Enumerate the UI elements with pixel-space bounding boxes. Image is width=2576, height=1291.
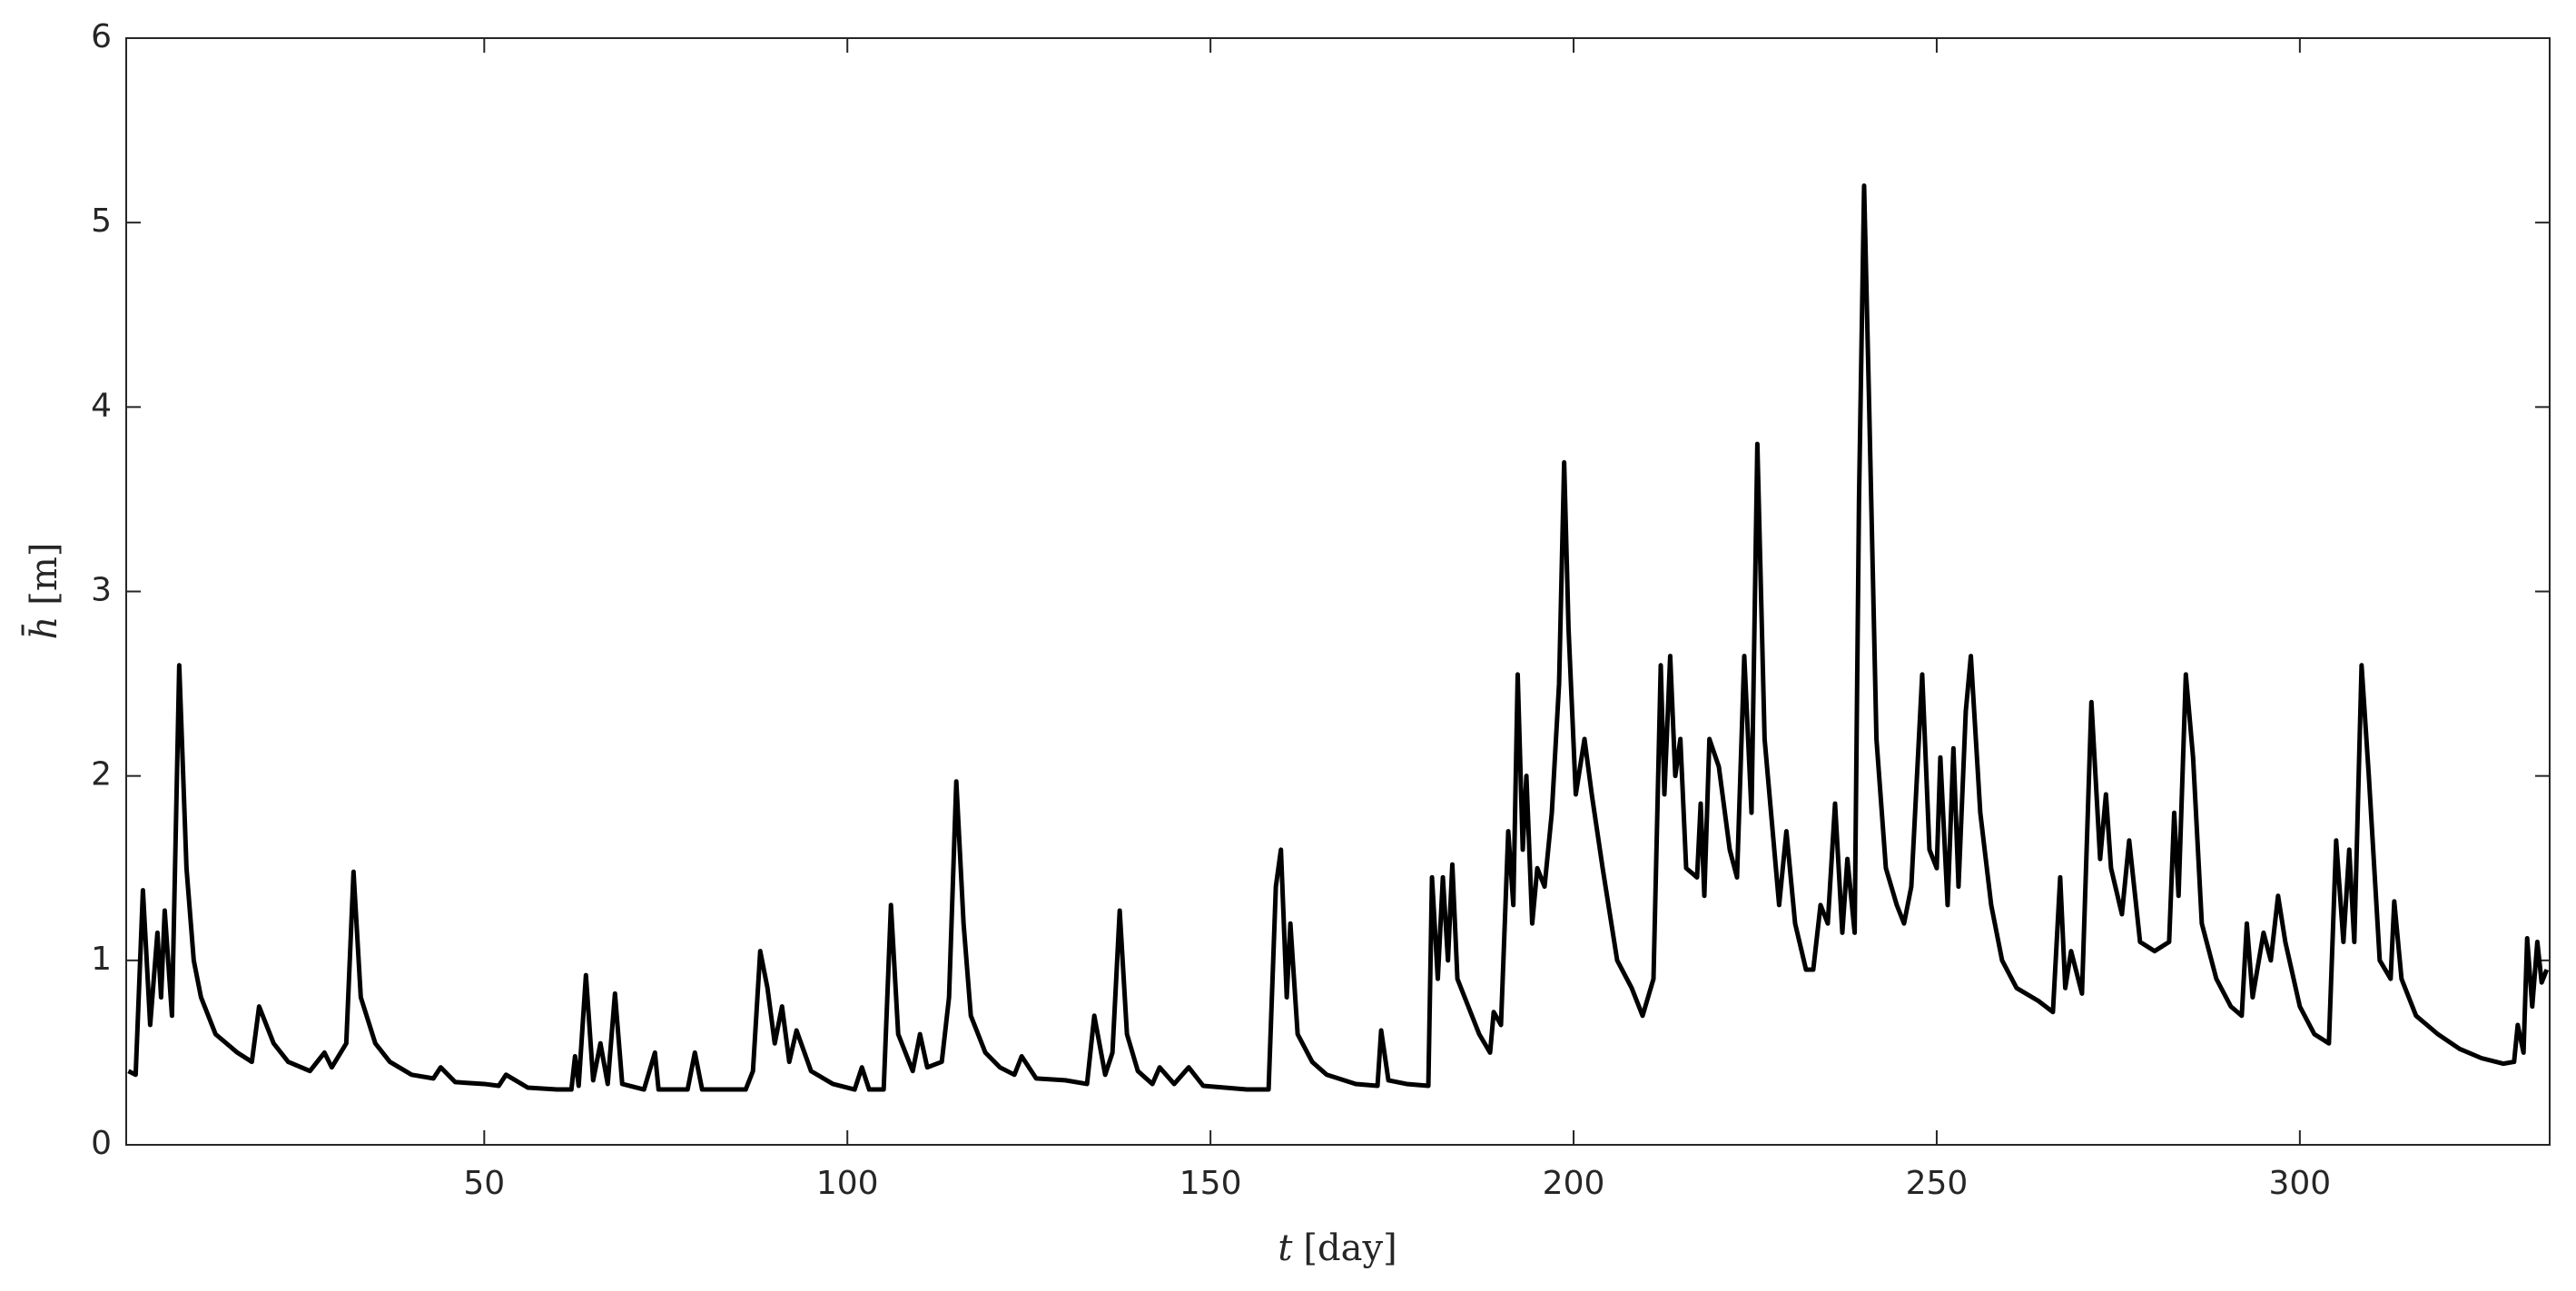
y-tick-label: 3: [91, 572, 112, 609]
y-tick-label: 0: [91, 1125, 112, 1162]
y-tick-label: 1: [91, 941, 112, 978]
x-tick-label: 250: [1906, 1165, 1969, 1202]
axes-box: [125, 37, 2551, 1146]
x-tick-label: 300: [2269, 1165, 2332, 1202]
x-tick-label: 200: [1543, 1165, 1605, 1202]
x-label-symbol: t: [1278, 1227, 1293, 1269]
x-label-unit: [day]: [1303, 1227, 1397, 1269]
x-tick-label: 150: [1179, 1165, 1242, 1202]
x-tick-label: 50: [463, 1165, 505, 1202]
y-label-symbol: h̄: [21, 616, 65, 640]
y-tick-label: 2: [91, 756, 112, 793]
x-tick-label: 100: [816, 1165, 879, 1202]
y-tick-label: 6: [91, 18, 112, 55]
y-tick-label: 5: [91, 202, 112, 240]
y-axis-label: h̄ [m]: [21, 543, 65, 640]
x-axis-label: t [day]: [1278, 1227, 1397, 1269]
y-label-unit: [m]: [24, 543, 65, 606]
y-tick-label: 4: [91, 387, 112, 424]
plot-area: [126, 38, 2550, 1145]
data-line: [127, 183, 2550, 1092]
